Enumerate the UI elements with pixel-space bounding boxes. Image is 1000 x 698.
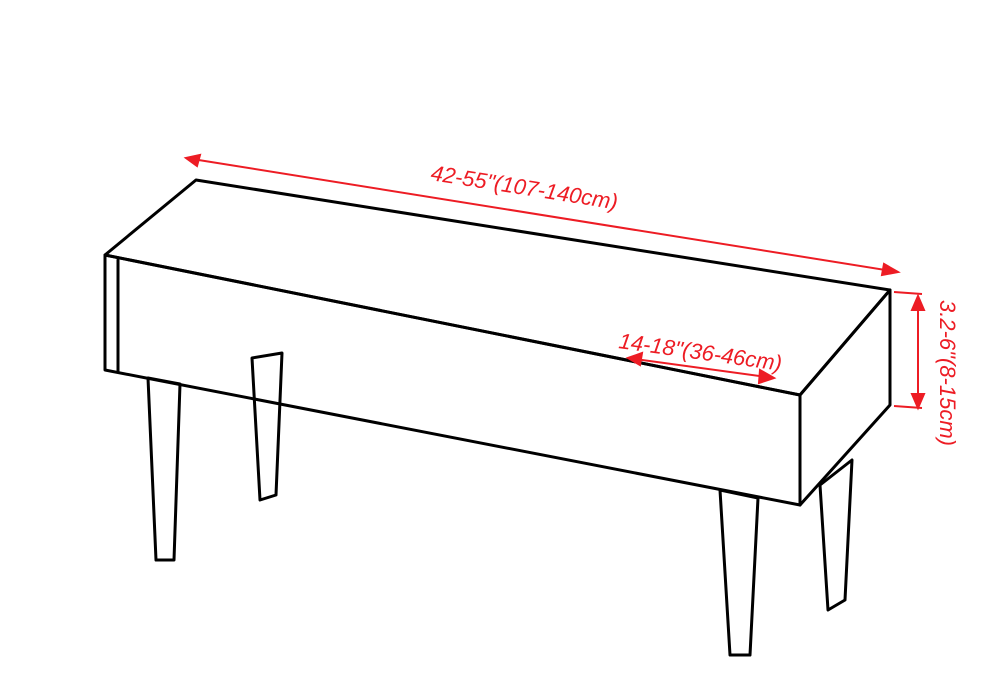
dimension-length: [186, 155, 898, 275]
height-label: 3.2-6"(8-15cm): [935, 300, 960, 446]
bench-diagram: 42-55"(107-140cm) 14-18"(36-46cm) 3.2-6"…: [0, 0, 1000, 698]
length-label: 42-55"(107-140cm): [429, 160, 619, 214]
dimension-height: [894, 292, 924, 408]
